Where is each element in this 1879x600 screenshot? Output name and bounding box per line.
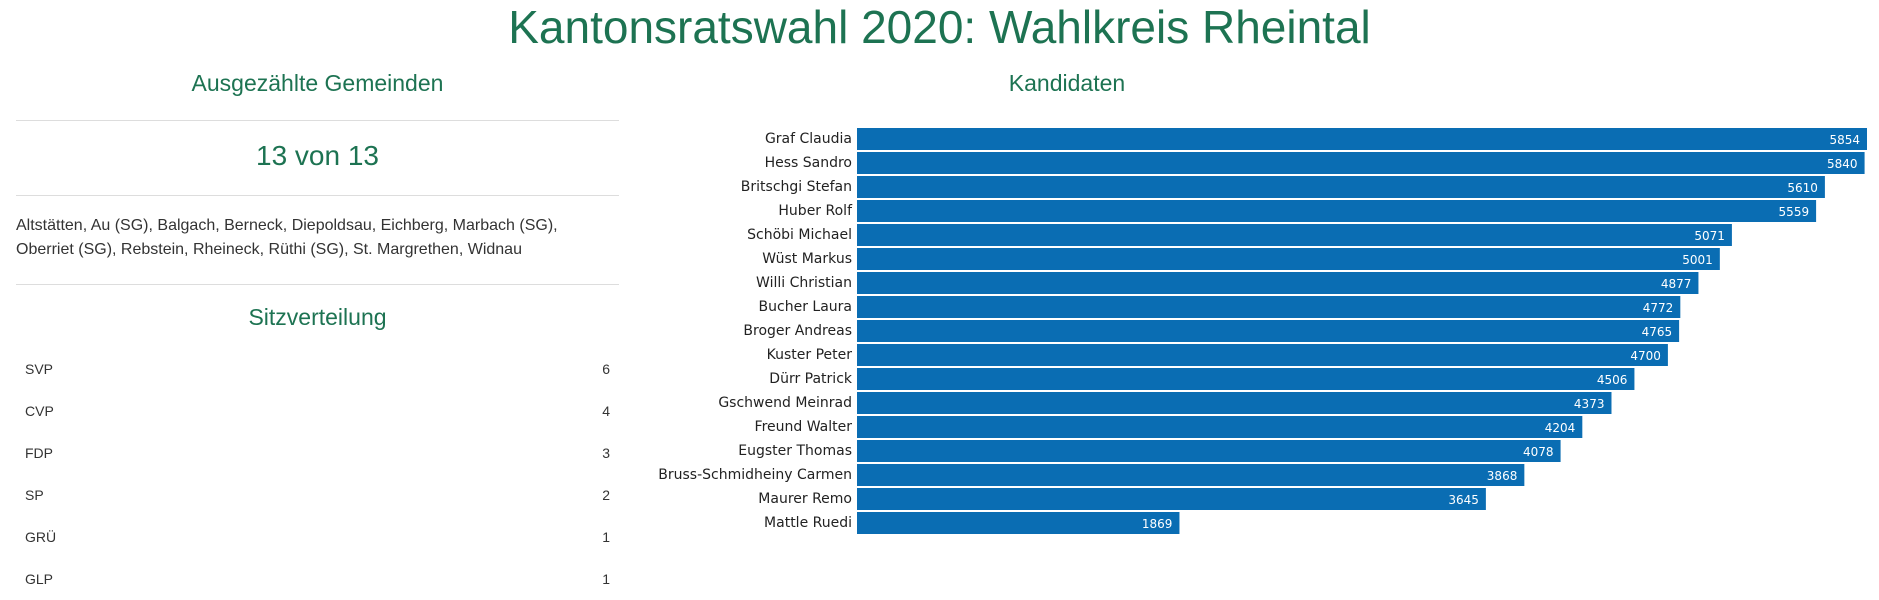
seat-row-sp: SP 2 [16,474,619,516]
bar-value-label: 1869 [1142,517,1173,531]
seat-count: 4 [602,403,610,419]
party-name: GRÜ [25,529,57,545]
seat-count: 3 [602,445,610,461]
seat-row-gru: GRÜ 1 [16,516,619,558]
candidate-bar [857,320,1680,342]
counted-municipalities-count: 13 von 13 [256,140,379,171]
bar-value-label: 4765 [1642,325,1673,339]
divider [16,284,619,285]
candidate-label: Kuster Peter [767,347,853,363]
municipality-list: Altstätten, Au (SG), Balgach, Berneck, D… [16,217,558,258]
candidate-bar [857,440,1561,462]
candidate-bar [857,128,1867,150]
candidate-label: Hess Sandro [765,155,852,171]
party-name: FDP [25,445,53,461]
bar-value-label: 4373 [1574,397,1605,411]
candidate-bar [857,512,1180,534]
kandidaten-heading: Kandidaten [1008,70,1126,96]
bar-value-label: 3645 [1448,493,1479,507]
seat-count: 2 [602,487,610,503]
seat-row-cvp: CVP 4 [16,390,619,432]
gemeinden-heading: Ausgezählte Gemeinden [191,70,444,96]
candidate-label: Mattle Ruedi [764,515,852,531]
candidate-label: Willi Christian [756,275,852,291]
party-name: GLP [25,571,54,587]
candidate-bar [857,392,1612,414]
candidate-bar [857,416,1583,438]
candidate-label: Graf Claudia [765,131,852,147]
seat-row-svp: SVP 6 [16,348,619,390]
party-name: SP [25,487,44,503]
candidate-bar [857,248,1720,270]
candidate-bar [857,488,1486,510]
candidate-bar [857,368,1635,390]
candidate-bar [857,224,1732,246]
bar-value-label: 5071 [1694,229,1725,243]
candidate-bar [857,176,1825,198]
candidate-label: Freund Walter [755,419,853,435]
candidate-bar [857,296,1681,318]
divider [16,195,619,196]
candidates-bar-chart: Graf Claudia 5854 Hess Sandro 5840 Britschgi… [658,128,1867,534]
party-name: CVP [25,403,54,419]
party-name: SVP [25,361,54,377]
bar-value-label: 4877 [1661,277,1692,291]
seat-row-fdp: FDP 3 [16,432,619,474]
seat-row-glp: GLP 1 [16,558,619,600]
divider [16,120,619,121]
bar-value-label: 5840 [1827,157,1858,171]
candidate-label: Wüst Markus [762,251,852,267]
candidate-bar [857,152,1865,174]
page-title: Kantonsratswahl 2020: Wahlkreis Rheintal [508,1,1371,53]
candidate-bar [857,272,1699,294]
bar-value-label: 5001 [1682,253,1713,267]
bar-value-label: 4078 [1523,445,1554,459]
bar-value-label: 5559 [1779,205,1810,219]
bar-value-label: 4772 [1643,301,1674,315]
candidate-bar [857,464,1525,486]
bar-value-label: 4204 [1545,421,1576,435]
bar-value-label: 4700 [1630,349,1661,363]
candidate-label: Schöbi Michael [747,227,852,243]
candidate-label: Bruss-Schmidheiny Carmen [658,467,852,483]
seat-distribution-list: SVP 6 CVP 4 FDP 3 SP 2 GRÜ 1 GLP 1 [16,348,619,600]
bar-value-label: 4506 [1597,373,1628,387]
candidate-label: Broger Andreas [743,323,852,339]
candidate-label: Huber Rolf [778,203,853,219]
candidate-bar [857,200,1817,222]
candidate-label: Gschwend Meinrad [718,395,852,411]
candidate-label: Maurer Remo [758,491,852,507]
candidate-label: Eugster Thomas [738,443,852,459]
sitzverteilung-heading: Sitzverteilung [248,304,387,330]
bar-value-label: 5854 [1829,133,1860,147]
candidate-label: Dürr Patrick [769,371,853,387]
seat-count: 1 [602,529,610,545]
candidate-label: Bucher Laura [759,299,852,315]
bar-value-label: 5610 [1787,181,1818,195]
candidate-bar [857,344,1668,366]
seat-count: 1 [602,571,610,587]
candidate-label: Britschgi Stefan [741,179,852,195]
bar-value-label: 3868 [1487,469,1518,483]
seat-count: 6 [602,361,610,377]
